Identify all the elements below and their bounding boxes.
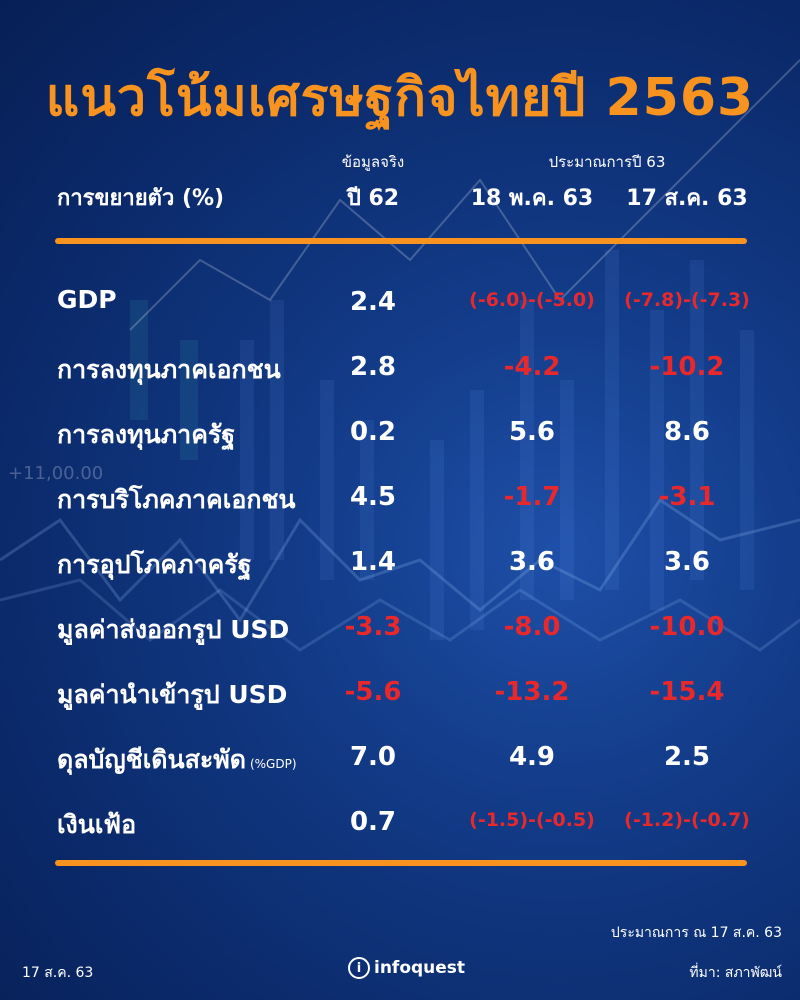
- forecast-aug-value: 3.6: [663, 547, 711, 577]
- actual-2562-value: 7.0: [349, 742, 397, 772]
- row-label-text: การลงทุนภาครัฐ: [57, 420, 236, 449]
- top-divider: [55, 238, 747, 244]
- forecast-may-value: 3.6: [508, 547, 556, 577]
- infoquest-logo: i infoquest: [348, 957, 465, 979]
- header-forecast-may: 18 พ.ค. 63: [470, 186, 594, 211]
- forecast-aug-value: -15.4: [649, 677, 725, 707]
- bottom-divider: [55, 860, 747, 866]
- actual-2562-value: 0.7: [349, 807, 397, 837]
- forecast-aug-value: -10.2: [649, 352, 725, 382]
- forecast-aug-value: 2.5: [663, 742, 711, 772]
- forecast-may-value: 4.9: [508, 742, 556, 772]
- forecast-may-value: -13.2: [494, 677, 570, 707]
- row-label: การลงทุนภาครัฐ: [57, 415, 235, 455]
- forecast-may-value: (-1.5)-(-0.5): [469, 809, 595, 831]
- header-forecast-label: ประมาณการปี 63: [548, 153, 666, 171]
- row-label: การอุปโภคภาครัฐ: [57, 545, 252, 585]
- actual-2562-value: 2.8: [349, 352, 397, 382]
- row-label: เงินเฟ้อ: [57, 805, 136, 845]
- actual-2562-value: -3.3: [344, 612, 402, 642]
- background-watermark-number: +11,00.00: [8, 463, 104, 484]
- row-label-text: ดุลบัญชีเดินสะพัด: [57, 745, 246, 774]
- row-label-text: GDP: [57, 285, 117, 314]
- forecast-may-value: -4.2: [503, 352, 561, 382]
- row-label: GDP: [57, 285, 117, 314]
- forecast-note: ประมาณการ ณ 17 ส.ค. 63: [610, 925, 782, 941]
- source-credit: ที่มา: สภาพัฒน์: [689, 965, 782, 981]
- row-label: ดุลบัญชีเดินสะพัด (%GDP): [57, 740, 297, 780]
- header-label: การขยายตัว (%): [57, 186, 225, 211]
- row-label-text: เงินเฟ้อ: [57, 810, 137, 839]
- logo-text: infoquest: [374, 958, 466, 978]
- actual-2562-value: -5.6: [344, 677, 402, 707]
- page-title: แนวโน้มเศรษฐกิจไทยปี 2563: [45, 68, 755, 128]
- row-label-text: การอุปโภคภาครัฐ: [57, 550, 252, 579]
- row-label-unit: (%GDP): [249, 757, 297, 771]
- row-label-text: มูลค่าส่งออกรูป USD: [57, 615, 290, 644]
- row-label: การลงทุนภาคเอกชน: [57, 350, 281, 390]
- row-label: มูลค่าส่งออกรูป USD: [57, 610, 289, 650]
- forecast-may-value: 5.6: [508, 417, 556, 447]
- row-label: มูลค่านำเข้ารูป USD: [57, 675, 287, 715]
- forecast-aug-value: -10.0: [649, 612, 725, 642]
- actual-2562-value: 4.5: [349, 482, 397, 512]
- header-actual-label: ข้อมูลจริง: [341, 153, 405, 171]
- header-actual-year: ปี 62: [346, 186, 400, 211]
- row-label-text: การลงทุนภาคเอกชน: [57, 355, 281, 384]
- actual-2562-value: 2.4: [349, 287, 397, 317]
- row-label-text: มูลค่านำเข้ารูป USD: [57, 680, 288, 709]
- forecast-aug-value: -3.1: [658, 482, 716, 512]
- actual-2562-value: 0.2: [349, 417, 397, 447]
- actual-2562-value: 1.4: [349, 547, 397, 577]
- footer-date: 17 ส.ค. 63: [22, 965, 94, 981]
- info-icon: i: [348, 957, 370, 979]
- forecast-may-value: (-6.0)-(-5.0): [469, 289, 595, 311]
- forecast-aug-value: (-7.8)-(-7.3): [624, 289, 750, 311]
- forecast-aug-value: 8.6: [663, 417, 711, 447]
- forecast-may-value: -1.7: [503, 482, 561, 512]
- header-forecast-aug: 17 ส.ค. 63: [626, 186, 748, 211]
- forecast-may-value: -8.0: [503, 612, 561, 642]
- forecast-aug-value: (-1.2)-(-0.7): [624, 809, 750, 831]
- row-label-text: การบริโภคภาคเอกชน: [57, 485, 296, 514]
- row-label: การบริโภคภาคเอกชน: [57, 480, 296, 520]
